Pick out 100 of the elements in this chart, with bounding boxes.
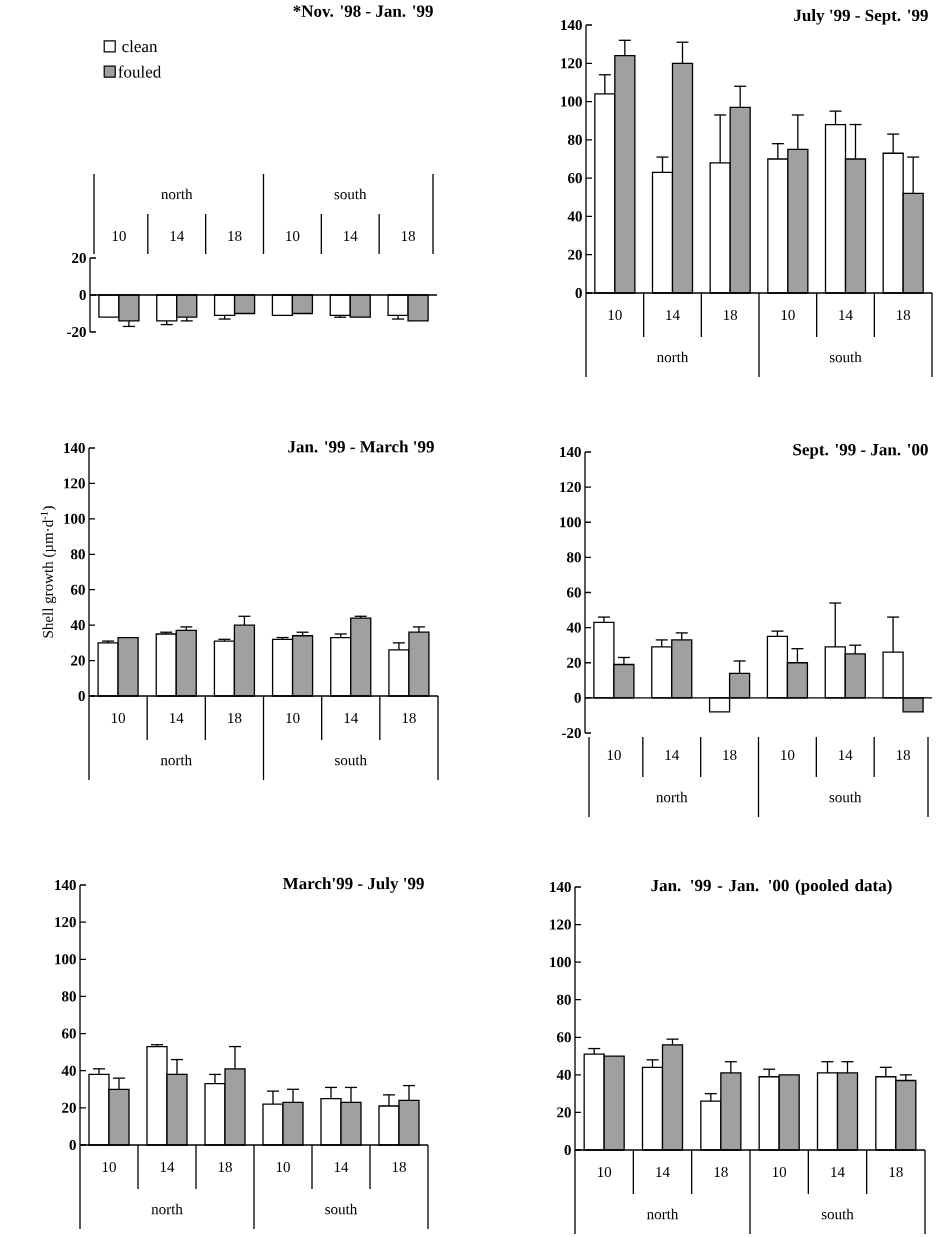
x-tick-label: 14 (160, 1162, 175, 1172)
x-tick-label: 18 (392, 1161, 406, 1173)
text: south (829, 351, 862, 363)
y-tick-label: 100 (561, 96, 582, 107)
y-tick-label: 40 (61, 1065, 76, 1076)
y-tick-label: 60 (70, 584, 85, 595)
y-tick-label: 100 (64, 513, 85, 524)
x-tick-label: 14 (839, 310, 853, 320)
x-tick-label: 10 (781, 309, 795, 321)
x-tick-label: 10 (781, 749, 795, 761)
y-tick-label: 20 (557, 1107, 571, 1118)
y-tick-label: 0 (78, 690, 85, 702)
text: north (657, 351, 689, 363)
y-tick-label: 40 (556, 1069, 571, 1080)
y-tick-label: 140 (55, 879, 76, 891)
x-tick-label: 14 (344, 713, 359, 723)
y-tick-label: 40 (70, 620, 85, 631)
text: south (334, 188, 367, 200)
y-tick-label: 40 (567, 211, 582, 222)
y-tick-label: 20 (567, 657, 581, 668)
y-tick-label: 100 (560, 517, 581, 528)
y-tick-label: 120 (55, 917, 76, 928)
y-axis-title: Shell growth (µm·d$^{-1}$) (40, 506, 57, 638)
x-tick-label: 18 (714, 1166, 728, 1178)
y-tick-label: 0 (79, 289, 86, 301)
text: north (161, 188, 193, 200)
x-tick-label: 14 (839, 750, 853, 760)
y-tick-label: 20 (72, 252, 86, 264)
chart-title: March'99 - July '99 (282, 877, 424, 893)
x-tick-label: 18 (402, 712, 416, 724)
x-tick-label: 14 (831, 1167, 845, 1177)
x-tick-label: 10 (772, 1166, 787, 1178)
x-tick-label: 14 (666, 310, 680, 320)
y-tick-label: 20 (568, 249, 582, 260)
chart-title: July '99 - Sept. '99 (794, 9, 928, 25)
text: north (151, 1203, 183, 1215)
y-tick-label: 140 (550, 881, 571, 893)
y-tick-label: 0 (564, 1144, 571, 1156)
x-tick-label: 18 (401, 230, 416, 242)
x-tick-label: 10 (286, 230, 300, 242)
y-tick-label: 80 (566, 552, 581, 563)
y-tick-label: 0 (575, 287, 582, 299)
text: south (335, 754, 367, 766)
y-tick-label: 80 (61, 991, 76, 1002)
x-tick-label: 18 (228, 230, 242, 242)
x-tick-label: 14 (334, 1162, 349, 1172)
text: south (821, 1208, 854, 1220)
x-tick-label: 10 (286, 712, 300, 724)
x-tick-label: 10 (102, 1161, 116, 1173)
y-tick-label: 140 (560, 446, 581, 458)
text: north (656, 791, 688, 803)
x-tick-label: 14 (344, 231, 358, 241)
legend-label: fouled (118, 65, 162, 78)
y-tick-label: 100 (55, 954, 76, 965)
x-tick-label: 18 (218, 1161, 232, 1173)
chart-title: Sept. '99 - Jan. '00 (793, 443, 928, 459)
y-tick-label: 100 (550, 957, 571, 968)
y-tick-label: 60 (567, 173, 582, 184)
y-tick-label: 60 (566, 587, 581, 598)
y-tick-label: 20 (71, 655, 85, 666)
x-tick-label: 18 (889, 1166, 903, 1178)
x-tick-label: 18 (896, 749, 911, 761)
x-tick-label: 10 (276, 1161, 290, 1173)
legend-label: clean (122, 40, 158, 53)
x-tick-label: 10 (607, 749, 621, 761)
y-tick-label: 0 (574, 692, 581, 703)
x-tick-label: 10 (597, 1166, 612, 1178)
y-tick-label: 0 (69, 1139, 76, 1151)
x-tick-label: 14 (170, 231, 185, 241)
x-tick-label: 18 (228, 712, 242, 724)
y-tick-label: 120 (64, 478, 85, 489)
x-tick-label: 10 (111, 712, 126, 724)
chart-title: *Nov. '98 - Jan. '99 (293, 5, 433, 17)
y-tick-label: 120 (560, 482, 581, 493)
y-tick-label: 80 (556, 994, 571, 1005)
y-tick-label: 140 (64, 442, 85, 454)
x-tick-label: 10 (608, 309, 622, 321)
chart-title: Jan. '99 - Jan. '00 (pooled data) (651, 879, 892, 895)
y-tick-label: -20 (562, 727, 581, 739)
text: north (647, 1208, 679, 1220)
x-tick-label: 14 (665, 750, 680, 760)
text: south (829, 791, 862, 803)
y-tick-label: 120 (561, 58, 582, 69)
x-tick-label: 18 (723, 309, 738, 321)
y-tick-label: 60 (556, 1032, 571, 1043)
text: south (325, 1203, 358, 1215)
y-tick-label: 60 (61, 1028, 76, 1039)
text: north (160, 754, 192, 766)
x-tick-label: 14 (656, 1167, 670, 1177)
x-tick-label: 18 (723, 749, 737, 761)
y-tick-label: 120 (550, 919, 571, 930)
y-tick-label: -20 (67, 326, 86, 338)
x-tick-label: 10 (112, 230, 126, 242)
y-tick-label: 40 (566, 622, 581, 633)
x-tick-label: 18 (896, 309, 911, 321)
x-tick-label: 14 (170, 713, 184, 723)
chart-title: Jan. '99 - March '99 (288, 440, 434, 453)
y-tick-label: 20 (62, 1102, 76, 1113)
y-tick-label: 140 (561, 19, 582, 31)
y-tick-label: 80 (567, 134, 582, 145)
